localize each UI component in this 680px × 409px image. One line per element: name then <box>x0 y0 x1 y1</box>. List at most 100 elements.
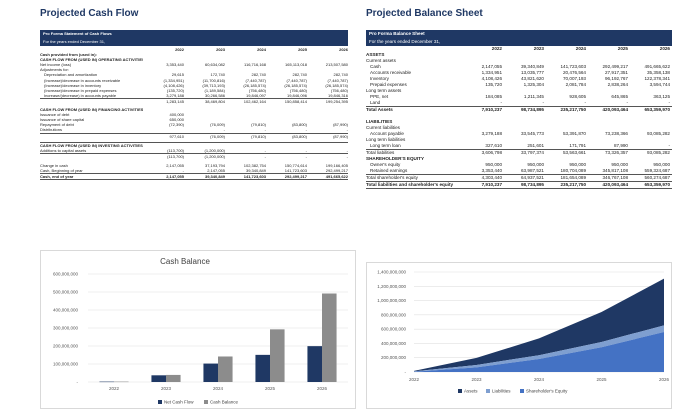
table-row: Net income (loss) 3,353,440 60,634,082 116,… <box>40 62 348 67</box>
row-label: Cash provided from (used in): <box>40 52 97 58</box>
row-label: CASH FLOW FROM (USED IN) FINANCING ACTIV… <box>40 107 143 113</box>
y-tick-label: 500,000,000 <box>53 290 79 295</box>
row-value: 1,283,145 <box>166 98 184 104</box>
row-value: 3,279,188 <box>166 92 184 98</box>
row-value: (11,700,816) <box>202 77 225 83</box>
row-label: Account payable <box>370 131 404 136</box>
row-value: 7,910,237 <box>481 182 502 187</box>
row-value: 2,147,055 <box>166 162 184 168</box>
chart-title: Cash Balance <box>160 257 210 266</box>
legend-swatch <box>486 389 490 393</box>
row-value: 122,378,341 <box>644 76 670 81</box>
row-value: 345,817,108 <box>602 168 628 173</box>
row-value: 87,990 <box>613 143 628 148</box>
table-row: Total shareholder's equity 4,303,440 64,93… <box>366 174 672 181</box>
row-value: 1,325,304 <box>523 82 544 87</box>
bar-net-cash-flow <box>307 346 322 382</box>
table-row: (Increase)/decrease in accounts receivab… <box>40 78 348 83</box>
table-row: (Increase)/decrease in prepaid expenses (… <box>40 88 348 93</box>
x-tick-label: 2022 <box>409 377 420 382</box>
row-value: 282,740 <box>251 72 266 78</box>
row-value: - <box>668 100 670 105</box>
year-header-cell: 2025 <box>617 46 628 51</box>
table-row: Repayment of debt (72,390) (76,009) (79,810… <box>40 122 348 127</box>
row-value <box>143 127 184 132</box>
row-value: 73,238,366 <box>605 131 628 136</box>
row-label: Current liabilities <box>366 125 400 130</box>
row-value: 30,266,586 <box>204 92 225 98</box>
table-row: Cash, Beginning of year - 2,147,055 39,340,… <box>40 168 348 173</box>
row-value: 560,274,687 <box>644 175 670 180</box>
row-label: (Increase)/decrease in prepaid expenses <box>44 87 117 93</box>
table-row: Change in cash 2,147,055 37,193,794 102,382… <box>40 163 348 168</box>
row-value: (1,334,951) <box>163 77 184 83</box>
row-value: - <box>305 127 307 133</box>
x-tick-label: 2026 <box>659 377 670 382</box>
bar-net-cash-flow <box>99 381 114 383</box>
x-tick-label: 2022 <box>109 386 120 391</box>
row-value: 96,192,767 <box>605 76 628 81</box>
x-tick-label: 2024 <box>534 377 545 382</box>
table-row: Inventory 4,108,426 43,821,620 70,007,193 96… <box>366 76 672 82</box>
table-row: Long term assets <box>366 88 672 94</box>
row-value: 400,000 <box>169 112 184 118</box>
y-tick-label: 600,000,000 <box>53 272 79 277</box>
row-value: 420,093,464 <box>602 107 628 112</box>
row-label: PPE, net <box>370 94 389 99</box>
row-value: 19,846,097 <box>245 92 266 98</box>
row-value: (7,440,787) <box>286 77 307 83</box>
row-label: Issuance of share capital <box>40 117 85 123</box>
row-value: 928,605 <box>569 94 586 99</box>
y-tick-label: 200,000,000 <box>53 344 79 349</box>
row-value: 282,740 <box>292 72 307 78</box>
row-label <box>40 99 143 104</box>
row-value: 180,704,089 <box>560 168 586 173</box>
row-value: 327,610 <box>485 143 502 148</box>
row-value: - <box>264 153 266 159</box>
table-row: Account payable 3,279,188 33,545,773 53,391… <box>366 131 672 137</box>
row-label: Long term loan <box>370 143 401 148</box>
row-value: (87,990) <box>333 133 348 139</box>
row-label: Issuance of debt <box>40 112 70 118</box>
row-value: - <box>346 147 348 153</box>
row-value: 33,545,773 <box>521 131 544 136</box>
row-value: 363,125 <box>653 94 670 99</box>
bar-cash-balance <box>166 374 181 382</box>
row-label: Change in cash <box>40 162 68 168</box>
row-value: 19,846,096 <box>286 92 307 98</box>
year-header-cell: 2023 <box>216 47 225 52</box>
x-tick-label: 2023 <box>471 377 482 382</box>
balance-sheet-subbanner: For the years ended December 31, <box>366 38 672 46</box>
row-value: 559,324,687 <box>644 168 670 173</box>
table-row: CASH FLOW FROM (USED IN) FINANCING ACTIV… <box>40 107 348 112</box>
cash-flow-statement: Pro Forma Statement of Cash Flows For th… <box>40 30 348 181</box>
row-value: 141,723,603 <box>284 167 307 173</box>
row-label: Accounts receivable <box>370 70 412 75</box>
row-value: 141,723,603 <box>243 174 266 180</box>
row-value: - <box>305 147 307 153</box>
table-row: 1,283,145 38,469,804 102,462,164 150,858,41… <box>40 97 348 104</box>
row-value: 37,193,794 <box>204 162 225 168</box>
row-value: - <box>542 100 544 105</box>
row-value: 645,865 <box>611 94 628 99</box>
legend-label: Shareholder's Equity <box>526 389 568 394</box>
row-value: 38,469,804 <box>204 98 225 104</box>
row-value: 7,910,237 <box>481 107 502 112</box>
cash-flow-year-header: 2022 2023 2024 2025 2026 <box>40 47 348 52</box>
row-value: - <box>346 153 348 159</box>
row-value: 102,382,754 <box>243 162 266 168</box>
table-row: Total Assets 7,910,237 98,734,895 235,217,7… <box>366 106 672 113</box>
bar-net-cash-flow <box>203 363 218 382</box>
row-label: Total liabilities <box>366 150 395 155</box>
x-tick-label: 2023 <box>161 386 172 391</box>
row-value: 950,000 <box>485 162 502 167</box>
row-label: Long term liabilities <box>366 137 406 142</box>
table-row: Cash, end of year 2,147,055 39,340,849 141,… <box>40 173 348 181</box>
area-assets <box>414 278 664 372</box>
row-label: Total shareholder's equity <box>366 175 418 180</box>
legend-swatch <box>520 389 524 393</box>
cash-flow-banner: Pro Forma Statement of Cash Flows <box>40 30 348 38</box>
row-value: (79,810) <box>251 133 266 139</box>
row-value: 150,858,414 <box>284 98 307 104</box>
row-value: 135,720 <box>485 82 502 87</box>
